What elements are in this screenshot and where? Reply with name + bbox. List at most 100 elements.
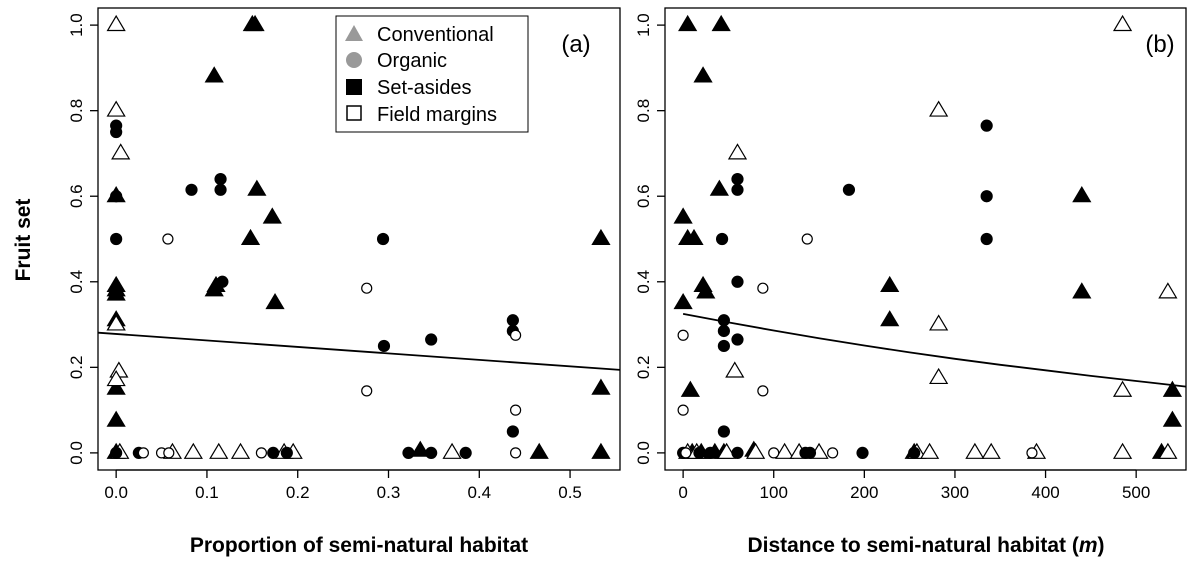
data-point-triangle-filled (680, 380, 700, 397)
data-point-circle-filled (267, 446, 280, 459)
y-tick-label: 0.6 (67, 184, 86, 208)
legend-label-set-asides: Set-asides (377, 77, 472, 99)
data-point-triangle-open (774, 442, 795, 459)
data-point-circle-filled (717, 314, 730, 327)
data-point-circle-filled (280, 446, 293, 459)
data-point-triangle-open (746, 442, 766, 459)
panel-b-x-axis: 0 100 200 300 400 500 (678, 469, 1150, 502)
data-point-circle-filled (377, 339, 391, 353)
legend-filled-square-icon (346, 79, 362, 95)
y-axis-title: Fruit set (12, 199, 35, 282)
data-point-triangle-filled (880, 310, 900, 327)
y-tick-label: 0.8 (67, 99, 86, 123)
data-point-triangle-filled (262, 207, 282, 224)
data-point-circle-open (162, 233, 174, 245)
panel-a: 0.0 0.1 0.2 0.3 0.4 0.5 0.0 0.2 0.4 0.6 0.8 1.0 (a… (67, 7, 621, 557)
data-point-triangle-filled (709, 179, 729, 196)
data-point-circle-filled (980, 119, 993, 132)
data-point-triangle-open (442, 442, 462, 459)
data-point-circle-open (361, 282, 373, 294)
data-point-triangle-filled (591, 228, 611, 245)
data-point-circle-open (137, 447, 149, 459)
legend-circle-icon (346, 52, 362, 68)
data-point-circle-filled (704, 446, 717, 459)
x-tick-label: 0 (678, 483, 687, 502)
legend-label-field-margins: Field margins (377, 104, 497, 126)
panel-a-x-axis-title: Proportion of semi-natural habitat (190, 534, 528, 557)
panel-b-x-axis-title-main: Distance to semi-natural habitat ( (747, 534, 1078, 557)
data-point-triangle-filled (1072, 282, 1092, 299)
data-point-circle-open (757, 385, 769, 397)
y-tick-label: 0.8 (634, 99, 653, 123)
y-tick-label: 0.4 (67, 270, 86, 294)
y-tick-label: 1.0 (67, 13, 86, 37)
y-tick-label: 0.6 (634, 184, 653, 208)
legend-entry-organic: Organic (346, 50, 447, 72)
data-point-circle-filled (842, 183, 856, 196)
panel-b-x-axis-title: Distance to semi-natural habitat (m) (747, 534, 1104, 557)
data-point-circle-filled (717, 425, 730, 438)
data-point-triangle-open (1158, 442, 1178, 459)
data-point-triangle-open (929, 100, 949, 117)
data-point-circle-open (680, 447, 692, 459)
data-point-triangle-filled (410, 440, 430, 457)
data-point-triangle-filled (204, 66, 224, 83)
data-point-circle-filled (803, 446, 817, 459)
data-point-triangle-open (965, 442, 985, 459)
data-point-triangle-open (929, 314, 949, 331)
data-point-triangle-filled (529, 442, 549, 459)
data-point-triangle-filled (711, 14, 731, 32)
data-point-circle-open (509, 447, 522, 459)
data-point-circle-open (255, 447, 268, 459)
data-point-circle-filled (717, 339, 730, 353)
data-point-circle-filled (110, 232, 123, 246)
data-point-triangle-open (717, 442, 737, 459)
data-point-triangle-filled (673, 207, 693, 224)
data-point-circle-filled (731, 446, 744, 459)
data-point-triangle-open (725, 361, 745, 378)
y-tick-label: 0.0 (67, 441, 86, 465)
data-point-circle-open (509, 329, 522, 341)
panel-a-y-axis: 0.0 0.2 0.4 0.6 0.8 1.0 (67, 13, 98, 465)
fit-line (682, 313, 1187, 388)
data-point-triangle-open (929, 367, 949, 385)
data-point-triangle-open (1112, 14, 1133, 32)
data-point-circle-open (801, 233, 813, 245)
data-point-circle-filled (980, 190, 993, 203)
legend-box (335, 15, 529, 133)
data-point-triangle-filled (693, 66, 713, 83)
data-point-triangle-filled (240, 228, 261, 245)
data-point-triangle-open (1112, 442, 1133, 459)
legend-label-organic: Organic (377, 50, 447, 72)
data-point-triangle-open (919, 442, 940, 459)
legend: Conventional Organic Set-asides Field ma… (335, 15, 529, 133)
legend-entry-conventional: Conventional (345, 24, 494, 46)
data-point-triangle-open (106, 314, 126, 331)
data-point-circle-filled (214, 183, 227, 196)
x-tick-label: 0.2 (286, 483, 310, 502)
data-point-triangle-filled (880, 275, 900, 293)
data-point-circle-filled (715, 232, 729, 246)
panel-b-y-axis: 0.0 0.2 0.4 0.6 0.8 1.0 (634, 13, 665, 465)
data-point-triangle-filled (265, 292, 285, 310)
data-point-circle-filled (425, 446, 438, 459)
data-point-circle-filled (376, 232, 390, 246)
data-point-circle-filled (717, 324, 730, 338)
panel-a-fit-line (97, 331, 621, 371)
data-point-triangle-open (209, 442, 229, 459)
data-point-circle-open (768, 447, 780, 459)
x-tick-label: 100 (760, 483, 788, 502)
panel-b-points (673, 14, 1183, 459)
data-point-circle-open (509, 404, 522, 416)
data-point-triangle-filled (684, 228, 704, 245)
data-point-triangle-filled (106, 284, 126, 301)
data-point-circle-open (757, 282, 769, 294)
x-tick-label: 300 (941, 483, 969, 502)
data-point-triangle-filled (673, 292, 693, 310)
x-tick-label: 200 (850, 483, 878, 502)
data-point-circle-filled (110, 190, 123, 203)
data-point-circle-open (677, 404, 689, 416)
panel-b: 0 100 200 300 400 500 0.00.20.40.60.81.0 (b) … (634, 7, 1187, 557)
data-point-circle-filled (506, 425, 519, 438)
